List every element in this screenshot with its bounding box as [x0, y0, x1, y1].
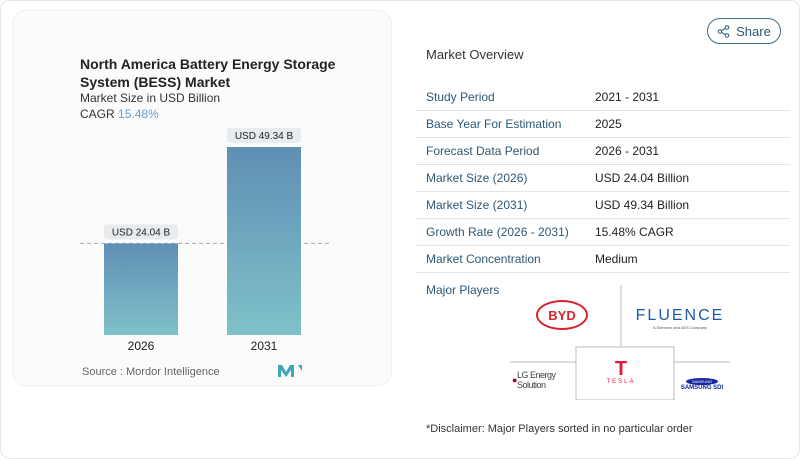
data-label: USD 49.34 B	[235, 131, 294, 142]
overview-row: Base Year For Estimation 2025	[416, 110, 790, 138]
data-label: USD 24.04 B	[112, 227, 171, 238]
cagr-label: CAGR	[80, 107, 115, 121]
disclaimer: *Disclaimer: Major Players sorted in no …	[426, 423, 693, 435]
bar-2026	[104, 243, 178, 335]
players-grid	[510, 285, 730, 400]
row-value: 15.48% CAGR	[595, 224, 674, 239]
row-label: Market Concentration	[426, 251, 541, 266]
overview-row: Study Period 2021 - 2031	[416, 83, 790, 111]
row-value: Medium	[595, 251, 638, 266]
overview-row: Market Size (2026) USD 24.04 Billion	[416, 164, 790, 192]
x-tick-label: 2026	[128, 339, 155, 353]
row-label: Study Period	[426, 89, 495, 104]
overview-row: Growth Rate (2026 - 2031) 15.48% CAGR	[416, 218, 790, 246]
x-tick-label: 2031	[251, 339, 278, 353]
cagr: CAGR 15.48%	[80, 107, 159, 121]
source-text: Source : Mordor Intelligence	[82, 366, 220, 378]
row-label: Market Size (2026)	[426, 170, 528, 185]
fluence-logo: FLUENCE A Siemens and AES Company	[635, 306, 725, 330]
overview-row: Forecast Data Period 2026 - 2031	[416, 137, 790, 165]
row-value: USD 49.34 Billion	[595, 197, 690, 212]
overview-title: Market Overview	[426, 47, 524, 62]
share-icon	[717, 24, 730, 38]
share-label: Share	[736, 23, 771, 39]
cagr-value: 15.48%	[118, 107, 159, 121]
row-label: Forecast Data Period	[426, 143, 540, 158]
samsung-sdi-logo: SAMSUNG SAMSUNG SDI	[680, 377, 724, 391]
byd-logo: BYD	[536, 300, 588, 330]
overview-row: Market Concentration Medium	[416, 245, 790, 273]
bar-chart: USD 24.04 B 2026 USD 49.34 B 2031	[80, 128, 330, 353]
major-players-title: Major Players	[426, 283, 500, 297]
data-label-bg	[227, 128, 301, 143]
lg-energy-logo: ● LG Energy Solution	[512, 370, 556, 390]
bar-2031	[227, 147, 301, 335]
row-value: 2025	[595, 116, 622, 131]
share-button[interactable]: Share	[707, 18, 781, 44]
row-value: 2021 - 2031	[595, 89, 660, 104]
chart-subtitle: Market Size in USD Billion	[80, 91, 221, 105]
overview-row: Market Size (2031) USD 49.34 Billion	[416, 191, 790, 219]
mordor-logo	[278, 365, 302, 377]
data-label-bg	[104, 224, 178, 240]
chart-card	[12, 10, 392, 386]
row-label: Market Size (2031)	[426, 197, 528, 212]
row-label: Base Year For Estimation	[426, 116, 562, 131]
row-value: USD 24.04 Billion	[595, 170, 690, 185]
chart-title: North America Battery Energy Storage Sys…	[80, 56, 336, 90]
row-label: Growth Rate (2026 - 2031)	[426, 224, 569, 239]
row-value: 2026 - 2031	[595, 143, 660, 158]
tesla-logo: T TESLA	[606, 358, 636, 385]
